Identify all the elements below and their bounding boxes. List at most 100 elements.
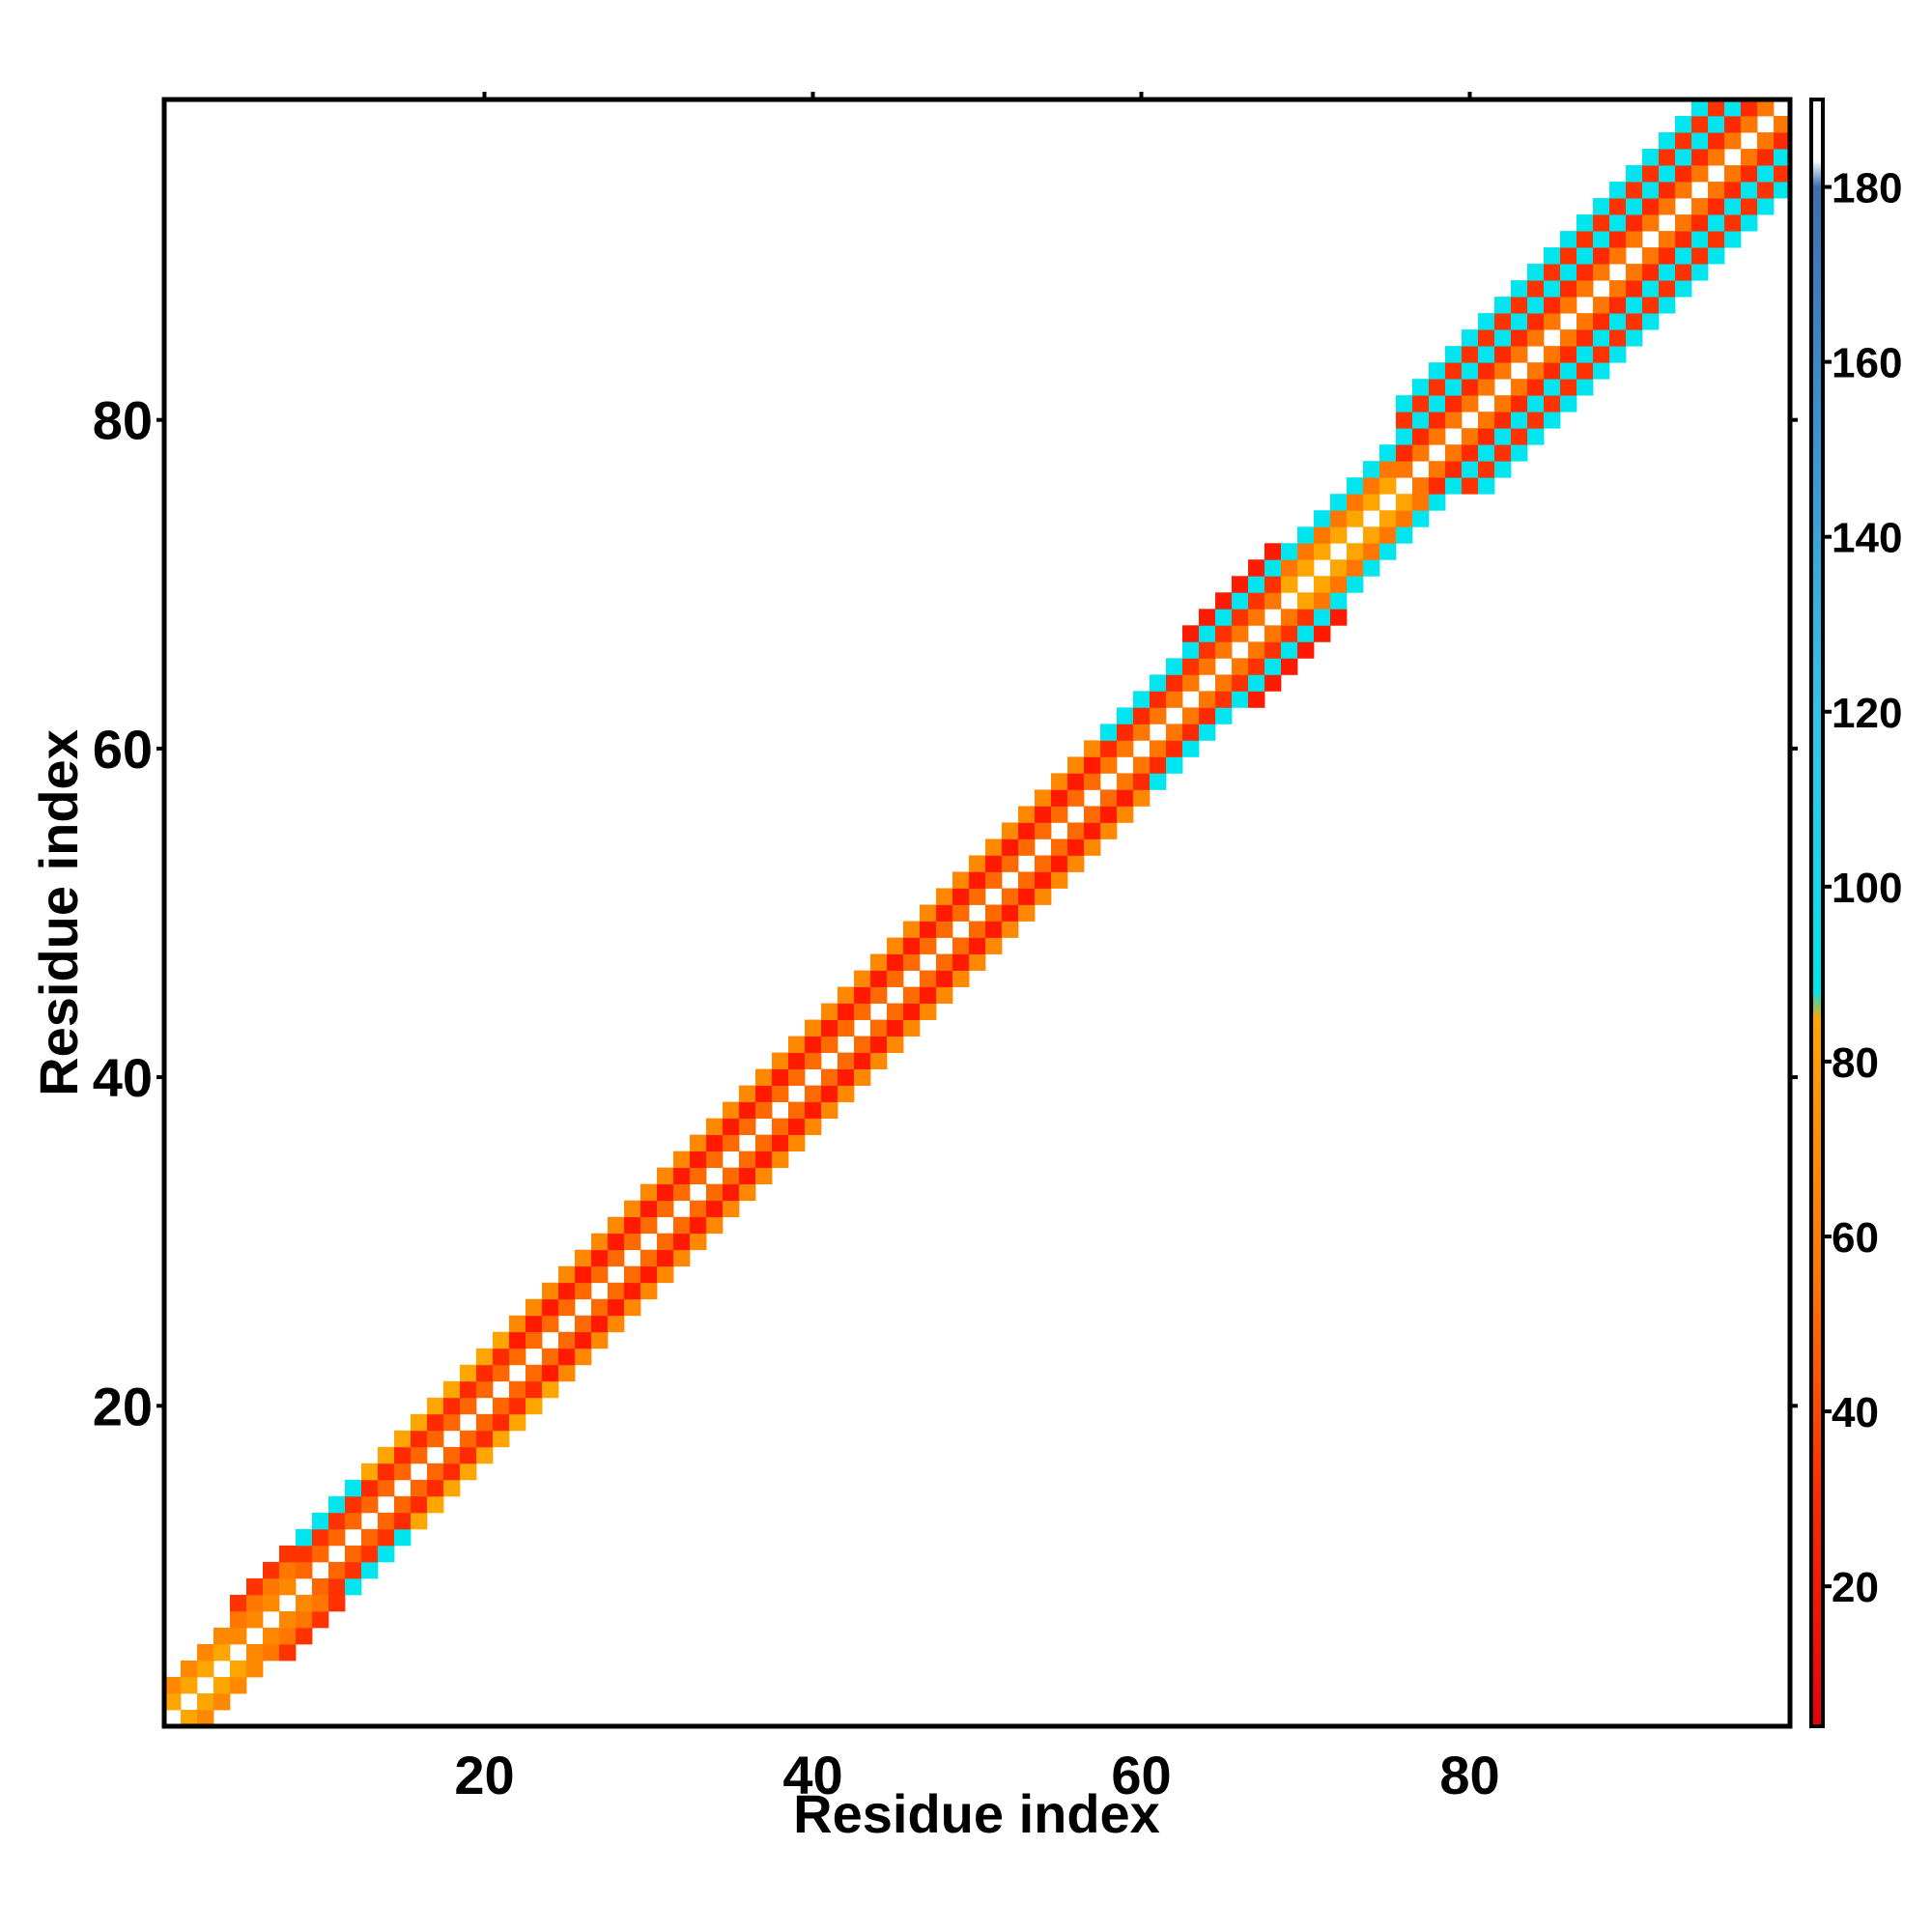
heatmap-cell: [1314, 576, 1331, 593]
heatmap-cell: [1462, 444, 1479, 462]
heatmap-cell: [279, 1561, 297, 1579]
heatmap-cell: [197, 1660, 214, 1678]
heatmap-cell: [1133, 789, 1151, 807]
heatmap-cell: [1593, 346, 1610, 363]
heatmap-cell: [1494, 428, 1512, 445]
heatmap-cell: [805, 1036, 822, 1053]
heatmap-cell: [690, 1216, 707, 1235]
heatmap-cell: [1117, 707, 1134, 724]
heatmap-cell: [1577, 280, 1594, 298]
heatmap-cell: [361, 1528, 379, 1547]
heatmap-cell: [296, 1561, 313, 1579]
heatmap-cell: [1593, 329, 1610, 347]
heatmap-cell: [706, 1216, 724, 1235]
heatmap-cell: [788, 1101, 806, 1120]
heatmap-cell: [1199, 691, 1216, 708]
heatmap-cell: [755, 1134, 773, 1152]
heatmap-cell: [1494, 444, 1512, 462]
y-axis-label: Residue index: [28, 729, 89, 1096]
heatmap-cell: [723, 1134, 740, 1152]
heatmap-cell: [1494, 346, 1512, 363]
heatmap-cell: [213, 1692, 231, 1711]
heatmap-cell: [1232, 658, 1249, 675]
heatmap-cell: [1396, 395, 1413, 412]
heatmap-cell: [1626, 313, 1643, 330]
heatmap-cell: [230, 1627, 247, 1645]
heatmap-cell: [985, 937, 1003, 954]
heatmap-cell: [788, 1052, 806, 1069]
heatmap-cell: [1002, 921, 1019, 938]
heatmap-cell: [1067, 756, 1085, 774]
heatmap-cell: [624, 1282, 641, 1300]
heatmap-cell: [1297, 592, 1315, 610]
heatmap-cell: [1708, 198, 1725, 215]
heatmap-cell: [1199, 609, 1216, 626]
heatmap-cell: [1757, 198, 1775, 215]
heatmap-cell: [1609, 247, 1627, 265]
heatmap-cell: [361, 1561, 379, 1579]
heatmap-cell: [1626, 182, 1643, 199]
heatmap-cell: [1708, 116, 1725, 133]
heatmap-cell: [263, 1643, 280, 1662]
heatmap-cell: [1281, 543, 1298, 560]
heatmap-cell: [1150, 773, 1167, 790]
heatmap-cell: [1150, 691, 1167, 708]
heatmap-cell: [870, 1019, 888, 1037]
heatmap-cell: [1544, 412, 1561, 429]
heatmap-cell: [1593, 198, 1610, 215]
heatmap-cell: [854, 1068, 871, 1087]
heatmap-cell: [854, 1003, 871, 1020]
heatmap-cell: [1511, 313, 1528, 330]
heatmap-cell: [460, 1397, 477, 1415]
heatmap-cell: [394, 1430, 412, 1448]
heatmap-cell: [706, 1151, 724, 1169]
heatmap-cell: [673, 1151, 691, 1169]
heatmap-cell: [411, 1430, 428, 1448]
heatmap-cell: [443, 1397, 461, 1415]
heatmap-cell: [1182, 658, 1200, 675]
heatmap-cell: [1018, 838, 1036, 856]
heatmap-cell: [1412, 444, 1430, 462]
heatmap-cell: [1445, 395, 1463, 412]
heatmap-cell: [920, 921, 937, 938]
heatmap-cell: [1511, 444, 1528, 462]
heatmap-cell: [1232, 576, 1249, 593]
heatmap-cell: [1544, 346, 1561, 363]
heatmap-cell: [1642, 149, 1660, 166]
heatmap-cell: [1051, 773, 1068, 790]
heatmap-cell: [952, 970, 970, 987]
heatmap-cell: [1084, 773, 1101, 790]
heatmap-cell: [345, 1495, 362, 1514]
heatmap-cell: [1691, 198, 1709, 215]
heatmap-cell: [1527, 412, 1545, 429]
heatmap-cell: [788, 1118, 806, 1136]
colorbar-tick-label: 100: [1832, 865, 1902, 912]
heatmap-cell: [1215, 691, 1233, 708]
heatmap-cell: [1215, 707, 1233, 724]
heatmap-cell: [411, 1446, 428, 1464]
colorbar: [1809, 98, 1825, 1728]
heatmap-cell: [1363, 494, 1380, 511]
heatmap-cell: [1511, 412, 1528, 429]
heatmap-cell: [1626, 198, 1643, 215]
heatmap-cell: [870, 1036, 888, 1053]
heatmap-cell: [1347, 477, 1364, 495]
heatmap-cell: [1166, 658, 1183, 675]
heatmap-cell: [1511, 428, 1528, 445]
heatmap-cell: [1035, 888, 1052, 905]
heatmap-cell: [542, 1380, 559, 1399]
heatmap-cell: [1330, 559, 1348, 577]
heatmap-cell: [1609, 231, 1627, 248]
heatmap-cell: [558, 1298, 576, 1317]
heatmap-cell: [1494, 461, 1512, 478]
heatmap-cell: [1462, 428, 1479, 445]
heatmap-cell: [870, 986, 888, 1004]
heatmap-cell: [772, 1085, 789, 1103]
heatmap-cell: [246, 1643, 264, 1662]
heatmap-cell: [1396, 510, 1413, 527]
heatmap-cell: [476, 1348, 494, 1366]
heatmap-cell: [1248, 674, 1265, 692]
heatmap-cell: [1264, 576, 1282, 593]
heatmap-cell: [1741, 165, 1758, 183]
heatmap-cell: [1100, 724, 1118, 741]
